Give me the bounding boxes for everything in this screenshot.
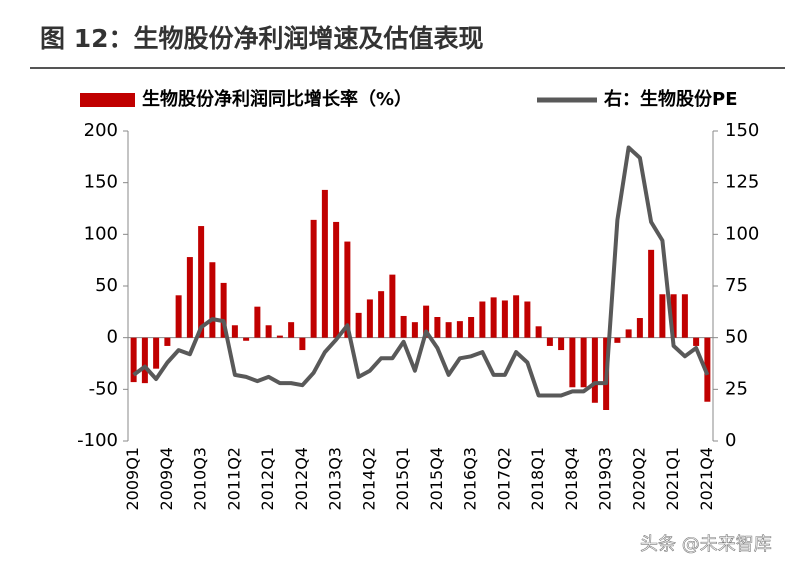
bar: [333, 221, 340, 338]
bar: [625, 329, 632, 338]
bar: [231, 325, 238, 338]
line: [132, 145, 710, 398]
legend-swatch: [80, 93, 135, 107]
bar: [389, 274, 396, 338]
x-tick-label: 2021Q1: [663, 447, 682, 511]
bar: [580, 337, 587, 388]
x-tick-label: 2014Q2: [359, 447, 378, 511]
bar: [130, 337, 137, 383]
bar: [355, 312, 362, 338]
x-tick-label: 2013Q3: [326, 447, 345, 511]
bar: [378, 291, 385, 338]
bar: [400, 315, 407, 338]
x-tick-label: 2015Q4: [427, 447, 446, 511]
bar: [546, 337, 553, 346]
bar: [445, 322, 452, 338]
x-tick-label: 2016Q3: [461, 447, 480, 511]
bar: [164, 337, 171, 346]
bar: [321, 189, 328, 338]
bar: [670, 294, 677, 338]
bar: [693, 337, 700, 346]
y2-tick-label: 50: [725, 327, 748, 348]
bar: [479, 301, 486, 338]
x-tick-label: 2012Q4: [292, 447, 311, 511]
bar: [175, 295, 182, 338]
bar: [456, 321, 463, 338]
bar: [501, 300, 508, 338]
y2-tick-label: 25: [725, 378, 748, 399]
bar: [254, 306, 261, 338]
bar: [524, 301, 531, 338]
bar: [141, 337, 148, 384]
chart-title: 图 12：生物股份净利润增速及估值表现: [40, 24, 484, 53]
bar: [513, 295, 520, 338]
x-tick-label: 2009Q1: [123, 447, 142, 511]
x-tick-label: 2009Q4: [157, 447, 176, 511]
x-tick-label: 2020Q2: [629, 447, 648, 511]
y-tick-label: 50: [95, 275, 118, 296]
y-tick-label: 200: [84, 120, 118, 141]
bar: [535, 326, 542, 338]
bar: [591, 337, 598, 403]
y2-tick-label: 0: [725, 430, 736, 451]
bar: [288, 322, 295, 338]
bar: [276, 335, 283, 338]
x-tick-label: 2017Q2: [494, 447, 513, 511]
bar: [153, 337, 160, 369]
bar: [366, 299, 373, 338]
bar: [681, 294, 688, 338]
legend-label: 右：生物股份PE: [604, 88, 738, 110]
y-tick-label: 100: [84, 223, 118, 244]
bar: [411, 322, 418, 338]
x-tick-label: 2011Q2: [224, 447, 243, 511]
y-tick-label: -100: [77, 430, 118, 451]
bar: [310, 219, 317, 338]
y2-tick-label: 75: [725, 275, 748, 296]
x-tick-label: 2010Q3: [191, 447, 210, 511]
bar: [344, 241, 351, 338]
bar: [558, 337, 565, 351]
bar: [299, 337, 306, 351]
bar: [220, 282, 227, 338]
bar: [648, 249, 655, 338]
y-tick-label: 0: [107, 327, 118, 348]
bar: [614, 337, 621, 343]
bar: [468, 317, 475, 338]
bar: [569, 337, 576, 388]
bar: [423, 305, 430, 338]
bar: [265, 325, 272, 338]
x-tick-label: 2018Q4: [562, 447, 581, 511]
x-tick-label: 2018Q1: [528, 447, 547, 511]
bar: [434, 317, 441, 338]
bar: [186, 257, 193, 338]
y2-tick-label: 150: [725, 120, 759, 141]
legend-label: 生物股份净利润同比增长率（%）: [142, 88, 412, 110]
watermark: 头条 @未来智库: [640, 534, 772, 555]
bar: [209, 262, 216, 338]
bar: [659, 294, 666, 338]
y-tick-label: 150: [84, 172, 118, 193]
x-tick-label: 2015Q1: [393, 447, 412, 511]
y-tick-label: -50: [89, 378, 118, 399]
x-tick-label: 2021Q4: [697, 447, 716, 511]
x-tick-label: 2012Q1: [258, 447, 277, 511]
y2-tick-label: 125: [725, 172, 759, 193]
y2-tick-label: 100: [725, 223, 759, 244]
bar: [198, 226, 205, 338]
bar: [490, 297, 497, 338]
bar: [243, 337, 250, 341]
x-tick-label: 2019Q3: [596, 447, 615, 511]
bar: [636, 318, 643, 338]
